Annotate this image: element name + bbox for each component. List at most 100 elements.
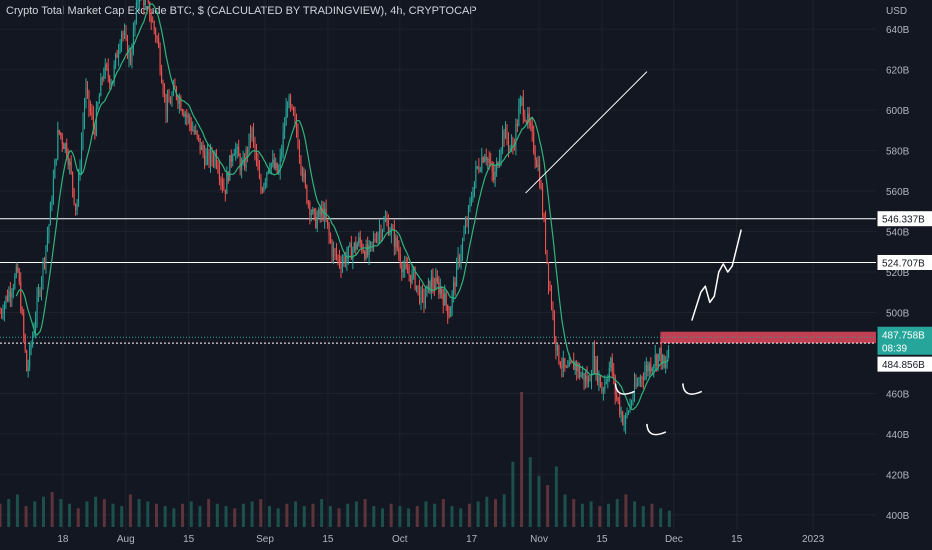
candle-body [235,149,237,154]
candle-body [199,138,201,150]
candle-body [138,0,140,3]
candle-body [202,145,204,153]
time-axis-tick: Dec [665,534,683,545]
candle-body [367,243,369,256]
candle-body [67,156,69,165]
candle-body [616,394,618,398]
candle-body [596,359,598,383]
candle-body [534,152,536,161]
candle-body [54,160,56,179]
candle-body [368,244,370,256]
candle-body [297,130,299,148]
price-axis-tick: 400B [886,511,910,522]
candle-body [536,160,538,167]
candle-body [95,107,97,135]
volume-bar [85,501,89,527]
candle-body [215,153,217,166]
time-axis[interactable]: 18 Aug 15 Sep 15 Oct 17 Nov 15 Dec 15 2023 [57,534,824,545]
candle-body [58,130,60,133]
candle-body [525,120,527,123]
candle-body [362,250,364,253]
volume-bar [572,499,576,527]
candle-body [261,190,263,192]
candle-body [435,277,437,289]
candle-body [656,354,658,366]
time-axis-tick: 15 [322,534,334,545]
candle-body [441,287,443,295]
volume-bar [311,503,315,527]
candle-body [137,2,139,4]
candle-body [39,290,41,294]
candle-body [585,375,587,382]
candle-body [635,382,637,387]
candle-body [55,158,57,161]
candle-body [344,256,346,264]
candle-body [515,123,517,147]
candle-body [42,260,44,281]
volume-bar [24,506,28,527]
candle-body [64,143,66,149]
candle-body [343,256,345,263]
candle-body [558,345,560,363]
volume-bar [520,392,524,527]
level-label: 484.856B [882,360,925,371]
candle-body [30,345,32,347]
head-curve [646,423,667,436]
candle-body [602,389,604,392]
candle-body [530,122,532,126]
candle-body [205,155,207,165]
volume-bar [650,503,654,527]
candle-body [52,178,54,203]
candle-body [444,292,446,306]
candle-body [190,123,192,131]
candle-body [451,292,453,309]
volume-bar [189,501,193,527]
candle-body [481,157,483,171]
candle-body [134,21,136,30]
volume-bar [120,506,124,527]
volume-bar [563,494,567,527]
trendline [525,71,648,194]
candle-body [476,166,478,168]
candle-body [448,315,450,318]
candle-body [113,64,115,81]
candle-body [347,246,349,257]
candle-body [70,161,72,173]
candle-body [260,178,262,191]
candle-body [611,358,613,374]
price-axis-tick: 600B [886,106,910,117]
candle-body [263,184,265,192]
candle-body [423,294,425,304]
candle-body [590,374,593,382]
horizontal-levels [0,218,876,344]
candle-body [83,102,86,123]
volume-bar [285,503,289,527]
candle-body [124,33,126,36]
price-axis-tick: 520B [886,268,910,279]
candle-body [510,144,512,147]
volume-bar [137,499,141,527]
candle-body [445,292,447,305]
candle-body [549,284,551,290]
candle-body [86,87,88,91]
candle-body [251,128,253,139]
candle-body [424,296,426,304]
candle-body [333,249,335,257]
volume-bar [328,506,332,527]
volume-bar [346,503,350,527]
price-axis[interactable]: USD 640B 620B 600B 580B 560B 540B 520B 500B 460B 4… [876,0,932,550]
volume-bar [207,499,211,527]
candle-body [3,304,5,314]
candle-body [220,178,222,181]
volume-bar [633,501,637,527]
candle-body [364,252,366,259]
candle-body [94,127,96,135]
candle-body [319,208,321,215]
candle-body [60,132,62,136]
candle-body [221,180,223,187]
candle-body [266,172,268,181]
candle-body [657,353,659,366]
candle-body [116,53,118,58]
time-axis-tick: 17 [466,534,478,545]
